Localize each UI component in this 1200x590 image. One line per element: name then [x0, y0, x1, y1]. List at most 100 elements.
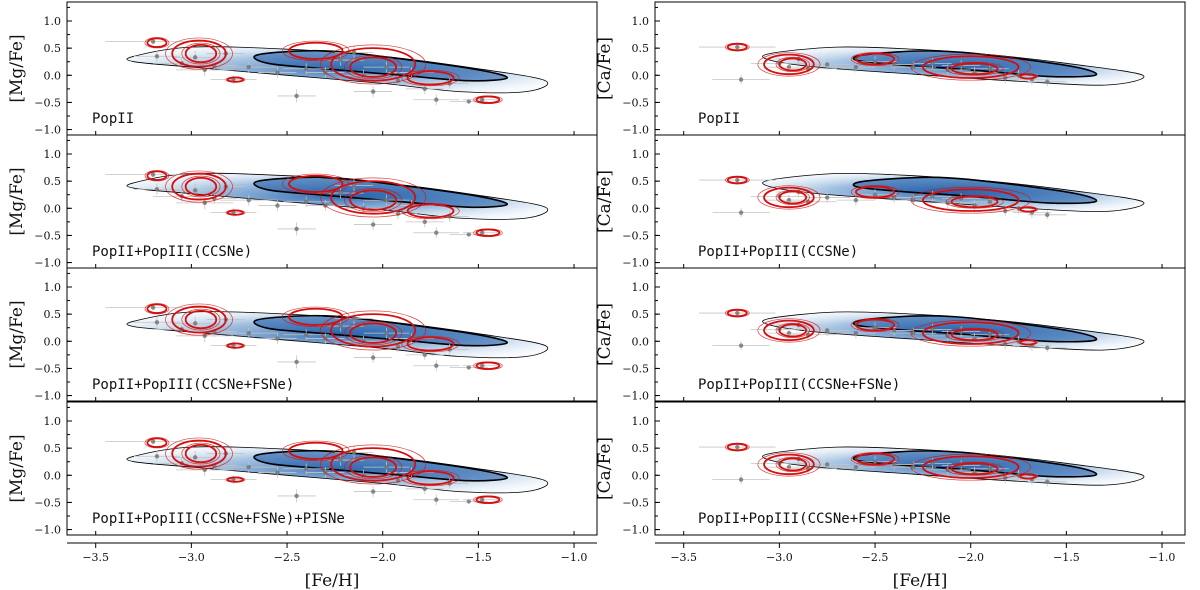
obs-contour-inner — [406, 470, 455, 486]
plot-area — [699, 42, 1145, 87]
obs-point — [434, 497, 439, 502]
y-tick-label: 0.0 — [632, 335, 650, 348]
y-tick-label: 1.0 — [632, 415, 650, 428]
y-tick-label: −1.0 — [622, 257, 649, 270]
obs-point — [825, 62, 830, 67]
obs-contour-inner — [855, 318, 896, 332]
obs-contour-outer — [344, 455, 403, 480]
y-tick-label: 1.0 — [632, 281, 650, 294]
obs-contour-outer — [757, 185, 821, 210]
obs-point — [338, 323, 343, 329]
obs-contour-outer — [850, 52, 900, 66]
obs-contour-inner — [950, 462, 999, 476]
obs-point — [422, 86, 427, 92]
obs-point — [150, 39, 156, 44]
y-tick-label: 0.5 — [632, 442, 650, 455]
obs-contour-outer — [757, 452, 821, 477]
obs-point — [294, 226, 299, 232]
model-contour-inner — [852, 176, 1098, 205]
obs-contour-inner — [288, 441, 344, 460]
y-tick-label: 1.0 — [632, 148, 650, 161]
obs-point — [738, 77, 744, 82]
y-tick-label: −1.0 — [622, 124, 649, 137]
obs-contour-outer — [181, 42, 221, 65]
y-tick-label: 0.5 — [632, 175, 650, 188]
obs-point — [384, 64, 389, 70]
obs-contour-outer — [401, 335, 460, 353]
obs-contour-inner — [330, 447, 417, 482]
obs-point — [911, 197, 916, 203]
x-tick-label: −1.0 — [1149, 551, 1176, 564]
obs-point — [466, 365, 472, 370]
obs-contour-outer — [401, 69, 460, 87]
obs-contour-inner — [226, 76, 244, 83]
panel-ca-row-2: −1.0 −0.5 0.0 0.5 1.0 [Ca/Fe] PopII+PopIII(CCS… — [595, 134, 1186, 270]
x-tick-label: −2.5 — [274, 551, 301, 564]
obs-contour-outer — [320, 444, 427, 485]
obs-contour-inner — [475, 228, 501, 237]
obs-point — [422, 352, 427, 358]
panel-mg-row-2: −1.0 −0.5 0.0 0.5 1.0 [Mg/Fe] PopII+PopIII(CCS… — [7, 134, 598, 270]
obs-contour-inner — [950, 195, 999, 209]
obs-point — [202, 67, 207, 73]
obs-point — [434, 363, 439, 368]
obs-contour-inner — [288, 174, 344, 193]
obs-point — [853, 197, 859, 203]
panel-frame — [654, 267, 1186, 402]
obs-contour-inner — [184, 443, 218, 464]
panel-ca-row-1: −1.0 −0.5 0.0 0.5 1.0 [Ca/Fe] PopII — [595, 1, 1186, 137]
obs-contour-inner — [475, 95, 501, 104]
obs-contour-inner — [950, 62, 999, 76]
obs-contour-inner — [921, 188, 1020, 212]
obs-contour-inner — [406, 203, 455, 219]
model-contour-outer — [762, 46, 1145, 86]
obs-point — [154, 187, 160, 192]
obs-contour-inner — [921, 321, 1020, 345]
obs-contour-inner — [855, 52, 896, 66]
y-tick-label: −0.5 — [622, 229, 649, 242]
obs-point — [246, 197, 251, 203]
obs-contour-outer — [165, 37, 233, 70]
obs-point — [338, 190, 343, 196]
obs-point — [422, 219, 427, 225]
obs-point — [738, 210, 744, 215]
panel-label: PopII — [698, 111, 740, 127]
y-tick-label: 0.5 — [44, 442, 62, 455]
y-axis-label: [Mg/Fe] — [7, 434, 27, 502]
panel-label: PopII+PopIII(CCSNe+FSNe)+PISNe — [92, 511, 345, 527]
obs-point — [911, 64, 916, 70]
y-tick-label: 0.0 — [632, 69, 650, 82]
obs-contour-inner — [288, 307, 344, 326]
obs-point — [735, 177, 740, 183]
y-tick-label: 0.0 — [632, 202, 650, 215]
obs-point — [192, 188, 198, 193]
obs-contour-inner — [349, 322, 397, 344]
obs-point — [872, 459, 878, 464]
y-tick-label: −1.0 — [34, 390, 61, 403]
obs-contour-inner — [184, 309, 218, 330]
obs-point — [370, 89, 376, 94]
obs-contour-inner — [146, 437, 168, 448]
y-tick-label: −1.0 — [622, 390, 649, 403]
obs-point — [735, 44, 740, 50]
obs-contour-inner — [1019, 206, 1037, 213]
x-tick-label: −2.0 — [369, 551, 396, 564]
model-density-core — [254, 177, 508, 208]
panel-label: PopII+PopIII(CCSNe+FSNe) — [698, 377, 900, 393]
y-tick-label: −1.0 — [34, 524, 61, 537]
model-contour-outer — [126, 446, 549, 494]
obs-point — [154, 454, 160, 459]
y-axis-label: [Mg/Fe] — [7, 34, 27, 102]
obs-point — [853, 64, 859, 70]
obs-point — [338, 57, 343, 63]
obs-point — [150, 305, 156, 310]
y-tick-label: −0.5 — [34, 362, 61, 375]
obs-contour-outer — [945, 194, 1004, 209]
model-contour-inner — [253, 49, 508, 82]
obs-point — [825, 462, 830, 467]
obs-point — [930, 461, 935, 466]
obs-contour-outer — [181, 442, 221, 465]
obs-point — [466, 232, 472, 237]
obs-point — [351, 450, 357, 455]
obs-contour-outer — [344, 55, 403, 80]
